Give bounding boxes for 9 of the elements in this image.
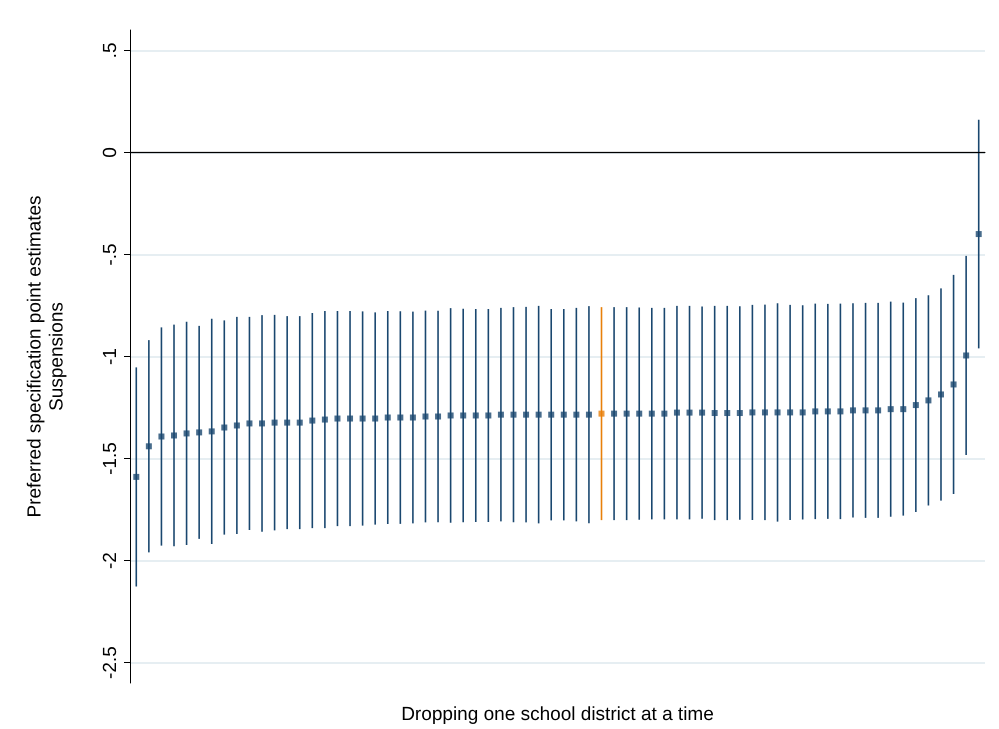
y-tick-label: 0 (100, 147, 121, 158)
y-tick-label: -.5 (100, 243, 121, 266)
y-tick-label: .5 (100, 42, 121, 58)
y-axis-title: Preferred specification point estimates Suspensions (24, 195, 68, 518)
y-tick-label: -2 (100, 552, 121, 570)
y-tick-label: -1 (100, 348, 121, 365)
y-tick-label: -2.5 (100, 646, 121, 679)
x-axis-title: Dropping one school district at a time (401, 704, 714, 725)
y-tick-label: -1.5 (100, 442, 121, 475)
